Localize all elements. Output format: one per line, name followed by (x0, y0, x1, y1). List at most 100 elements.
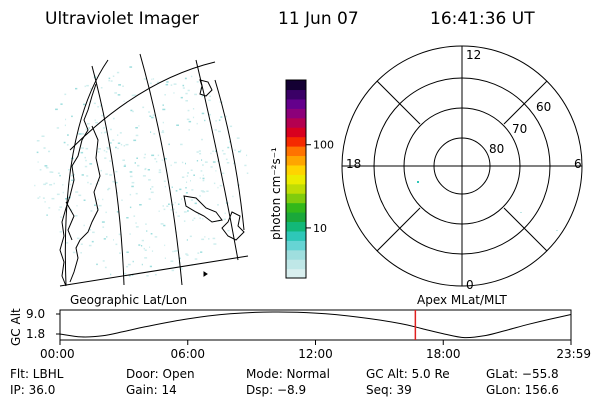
uv-speckle (67, 134, 69, 136)
uv-speckle (187, 109, 190, 112)
uv-speckle (212, 237, 216, 240)
uv-speckle (130, 109, 133, 112)
uv-speckle (41, 135, 45, 137)
uv-speckle (129, 233, 131, 235)
uv-speckle (114, 92, 117, 94)
uv-speckle (144, 257, 148, 259)
uv-speckle (194, 202, 197, 205)
uv-speckle (115, 146, 117, 149)
uv-speckle (132, 260, 134, 263)
uv-speckle (101, 114, 104, 117)
uv-speckle (39, 169, 42, 171)
uv-speckle (91, 240, 94, 243)
uv-speckle (62, 191, 64, 194)
uv-speckle (202, 174, 204, 177)
uv-speckle (62, 184, 64, 186)
colorbar-band (286, 155, 306, 166)
date-label: 11 Jun 07 (278, 9, 359, 29)
geographic-caption: Geographic Lat/Lon (70, 293, 187, 307)
uv-speckle (202, 191, 206, 193)
uv-speckle (44, 165, 48, 167)
uv-speckle (192, 116, 195, 119)
uv-speckle (72, 173, 75, 176)
uv-speckle (51, 171, 54, 173)
uv-speckle (189, 235, 192, 238)
uv-speckle (116, 71, 120, 74)
uv-speckle (204, 119, 206, 122)
uv-speckle (214, 129, 217, 131)
uv-speckle (208, 113, 211, 116)
uv-speckle (154, 158, 157, 160)
uv-speckle (181, 176, 185, 178)
uv-speckle (112, 180, 115, 183)
uv-speckle (117, 94, 121, 96)
uv-speckle (122, 159, 125, 161)
uv-speckle (185, 187, 187, 189)
uv-speckle (138, 125, 140, 127)
uv-speckle (48, 150, 51, 153)
polar-diagonal (376, 207, 421, 252)
uv-speckle (153, 133, 156, 135)
status-field: Dsp: −8.9 (246, 383, 306, 397)
uv-speckle (200, 190, 204, 192)
colorbar-band (286, 98, 306, 109)
island-coastline (199, 79, 213, 97)
uv-speckle (186, 239, 188, 241)
uv-speckle (88, 127, 90, 129)
uv-speckle (141, 245, 143, 247)
uv-speckle (178, 203, 180, 205)
uv-speckle (135, 192, 138, 195)
uv-speckle (117, 142, 121, 144)
uv-speckle (150, 188, 152, 190)
status-field: Seq: 39 (366, 383, 412, 397)
uv-speckle (117, 134, 119, 136)
uv-speckle (177, 215, 180, 217)
uv-speckle (109, 160, 111, 162)
uv-speckle (229, 141, 231, 143)
uv-speckle (234, 149, 236, 151)
uv-speckle (89, 163, 93, 165)
uv-speckle (170, 164, 172, 167)
uv-speckle (86, 123, 90, 125)
uv-speckle (123, 100, 125, 102)
uv-speckle (210, 152, 212, 155)
status-footer: Flt: LBHL Door: Open Mode: Normal GC Alt: 5… (10, 367, 559, 397)
uv-speckle (232, 195, 234, 198)
uv-speckle (199, 217, 201, 219)
colorbar-band (286, 183, 306, 194)
uv-speckle (135, 127, 138, 129)
uv-speckle (132, 274, 134, 276)
uv-speckle (36, 140, 40, 142)
ytick-label-max: 9.0 (26, 307, 45, 321)
coastline (65, 201, 75, 241)
uv-speckle (92, 231, 95, 234)
uv-speckle (144, 153, 146, 156)
uv-speckle (75, 191, 79, 193)
mlt-label-0: 0 (466, 278, 474, 292)
uv-speckle (181, 161, 184, 164)
uv-speckle (81, 147, 84, 149)
uv-speckle (176, 124, 179, 126)
uv-speckle (174, 201, 176, 204)
longitude-line (195, 59, 239, 261)
uv-speckle (202, 164, 204, 166)
uv-speckle (86, 84, 89, 87)
uv-speckle (120, 143, 123, 146)
uv-speckle (49, 184, 53, 186)
uv-speckle (108, 187, 111, 190)
uv-speckle (210, 166, 213, 168)
uv-speckle (81, 174, 84, 176)
uv-speckle (158, 169, 161, 171)
uv-speckle (215, 150, 217, 152)
uv-speckle (220, 116, 223, 118)
uv-speckle (98, 204, 102, 207)
uv-speckle (102, 198, 104, 201)
uv-speckle (129, 193, 132, 196)
uv-speckle (170, 84, 173, 86)
uv-speckle (85, 128, 88, 131)
uv-speckle (43, 147, 46, 149)
uv-speckle (164, 158, 167, 160)
status-field: Mode: Normal (246, 367, 330, 381)
uv-speckle (129, 206, 132, 209)
uv-speckle (221, 149, 224, 152)
